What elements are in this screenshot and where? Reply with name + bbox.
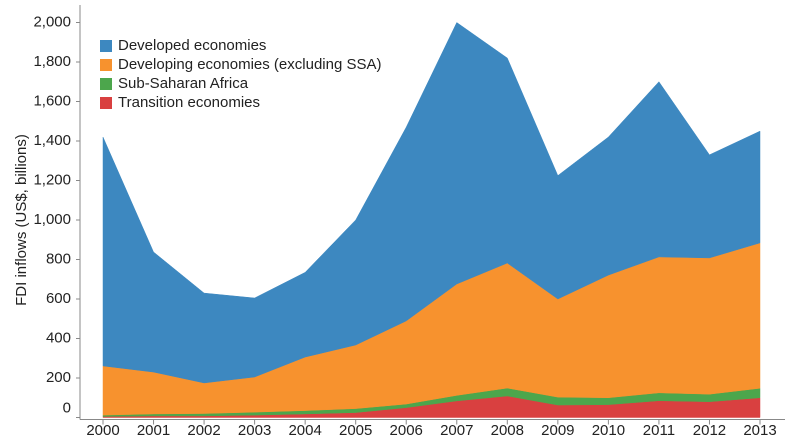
x-tick-label: 2006: [390, 422, 423, 439]
x-tick-label: 2004: [288, 422, 321, 439]
legend-label: Developing economies (excluding SSA): [118, 56, 381, 73]
x-tick-label: 2000: [86, 422, 119, 439]
y-tick-label: 1,400: [33, 132, 71, 149]
x-tick-label: 2001: [137, 422, 170, 439]
y-tick-label: 1,000: [33, 211, 71, 228]
x-tick-label: 2003: [238, 422, 271, 439]
y-tick-label: 1,600: [33, 92, 71, 109]
area: [102, 22, 761, 384]
y-tick-label: 600: [46, 290, 71, 307]
y-tick-label: 1,200: [33, 171, 71, 188]
y-axis-title: FDI inflows (US$, billions): [13, 134, 30, 306]
x-tick-label: 2009: [541, 422, 574, 439]
x-tick-label: 2010: [592, 422, 625, 439]
x-tick-label: 2007: [440, 422, 473, 439]
x-tick-label: 2008: [491, 422, 524, 439]
legend-swatch: [100, 78, 112, 90]
y-tick-label: 1,800: [33, 53, 71, 70]
x-tick-label: 2013: [743, 422, 776, 439]
x-tick-label: 2002: [187, 422, 220, 439]
legend-swatch: [100, 59, 112, 71]
y-tick-label: 800: [46, 250, 71, 267]
x-tick-label: 2011: [643, 422, 675, 439]
legend-swatch: [100, 97, 112, 109]
legend-swatch: [100, 40, 112, 52]
y-tick-label: 200: [46, 369, 71, 386]
legend-label: Developed economies: [118, 37, 266, 54]
legend-label: Transition economies: [118, 94, 260, 111]
y-tick-label: 2,000: [33, 13, 71, 30]
y-tick-label: 400: [46, 329, 71, 346]
x-tick-label: 2012: [693, 422, 726, 439]
x-tick-label: 2005: [339, 422, 372, 439]
y-tick-label: 0: [63, 399, 71, 416]
legend-label: Sub-Saharan Africa: [118, 75, 249, 92]
